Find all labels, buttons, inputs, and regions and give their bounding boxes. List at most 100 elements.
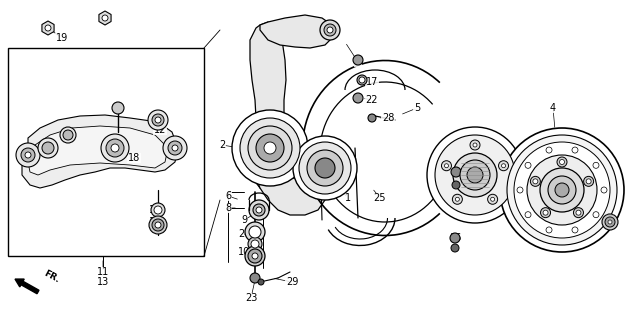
Circle shape [601, 187, 607, 193]
Text: 14: 14 [149, 217, 161, 227]
Circle shape [152, 114, 164, 126]
Circle shape [548, 176, 576, 204]
Text: 26: 26 [568, 223, 580, 233]
Circle shape [441, 161, 452, 171]
Circle shape [353, 93, 363, 103]
Circle shape [543, 210, 548, 215]
Text: 15: 15 [149, 205, 161, 215]
Circle shape [248, 249, 262, 263]
Circle shape [572, 147, 578, 153]
Text: 22: 22 [365, 95, 378, 105]
Circle shape [357, 75, 367, 85]
Circle shape [245, 222, 265, 242]
Circle shape [576, 210, 581, 215]
Circle shape [154, 206, 162, 214]
Circle shape [152, 219, 164, 231]
Circle shape [525, 162, 531, 168]
Circle shape [60, 127, 76, 143]
Circle shape [602, 214, 618, 230]
Text: 6: 6 [225, 191, 231, 201]
Circle shape [151, 203, 165, 217]
Polygon shape [252, 168, 325, 215]
Circle shape [555, 183, 569, 197]
Circle shape [248, 237, 262, 251]
Circle shape [101, 134, 129, 162]
Circle shape [487, 194, 497, 204]
Circle shape [324, 24, 336, 36]
Text: 12: 12 [154, 125, 166, 135]
Circle shape [25, 152, 31, 158]
Text: 25: 25 [374, 193, 386, 203]
Text: 28: 28 [382, 113, 394, 123]
Circle shape [149, 216, 167, 234]
Circle shape [586, 179, 591, 184]
Circle shape [514, 142, 610, 238]
Text: 24: 24 [238, 229, 250, 239]
Circle shape [452, 194, 462, 204]
Circle shape [531, 176, 540, 186]
Circle shape [264, 142, 276, 154]
Text: 18: 18 [128, 153, 140, 163]
Circle shape [155, 222, 161, 228]
Polygon shape [250, 22, 290, 190]
Circle shape [546, 227, 552, 233]
Circle shape [111, 144, 119, 152]
Circle shape [293, 136, 357, 200]
Circle shape [245, 246, 265, 266]
Circle shape [253, 204, 265, 216]
Circle shape [42, 142, 54, 154]
Circle shape [452, 181, 460, 189]
Circle shape [453, 153, 497, 197]
Circle shape [560, 159, 565, 164]
Circle shape [38, 138, 58, 158]
Polygon shape [22, 115, 178, 188]
Circle shape [251, 240, 259, 248]
Circle shape [168, 141, 182, 155]
Circle shape [250, 273, 260, 283]
Circle shape [507, 135, 617, 245]
Circle shape [248, 126, 292, 170]
Circle shape [573, 208, 583, 218]
Circle shape [232, 110, 308, 186]
Circle shape [517, 187, 523, 193]
Circle shape [320, 20, 340, 40]
Circle shape [502, 164, 506, 168]
Circle shape [499, 161, 509, 171]
Circle shape [473, 143, 477, 147]
Circle shape [455, 197, 459, 201]
Text: 5: 5 [414, 103, 420, 113]
Polygon shape [99, 11, 111, 25]
Circle shape [435, 135, 515, 215]
Text: 8: 8 [225, 203, 231, 213]
Circle shape [541, 208, 551, 218]
Circle shape [258, 279, 264, 285]
Circle shape [568, 226, 576, 234]
Circle shape [533, 179, 538, 184]
Circle shape [467, 167, 483, 183]
Circle shape [249, 226, 261, 238]
Circle shape [172, 145, 178, 151]
Text: 27: 27 [456, 163, 468, 173]
Circle shape [256, 134, 284, 162]
Text: 20: 20 [602, 215, 614, 225]
Text: 23: 23 [245, 293, 257, 303]
Text: 16: 16 [450, 233, 462, 243]
Circle shape [102, 15, 108, 21]
Circle shape [353, 55, 363, 65]
Circle shape [490, 197, 495, 201]
Circle shape [593, 212, 599, 218]
FancyArrow shape [15, 279, 39, 294]
Circle shape [155, 117, 161, 123]
Circle shape [307, 150, 343, 186]
Circle shape [527, 155, 597, 225]
Circle shape [557, 157, 567, 167]
Circle shape [593, 162, 599, 168]
Circle shape [148, 110, 168, 130]
Circle shape [249, 200, 269, 220]
Circle shape [359, 77, 365, 83]
Circle shape [572, 227, 578, 233]
Circle shape [299, 142, 351, 194]
Text: 29: 29 [286, 277, 298, 287]
Text: 10: 10 [238, 247, 250, 257]
Circle shape [451, 167, 461, 177]
